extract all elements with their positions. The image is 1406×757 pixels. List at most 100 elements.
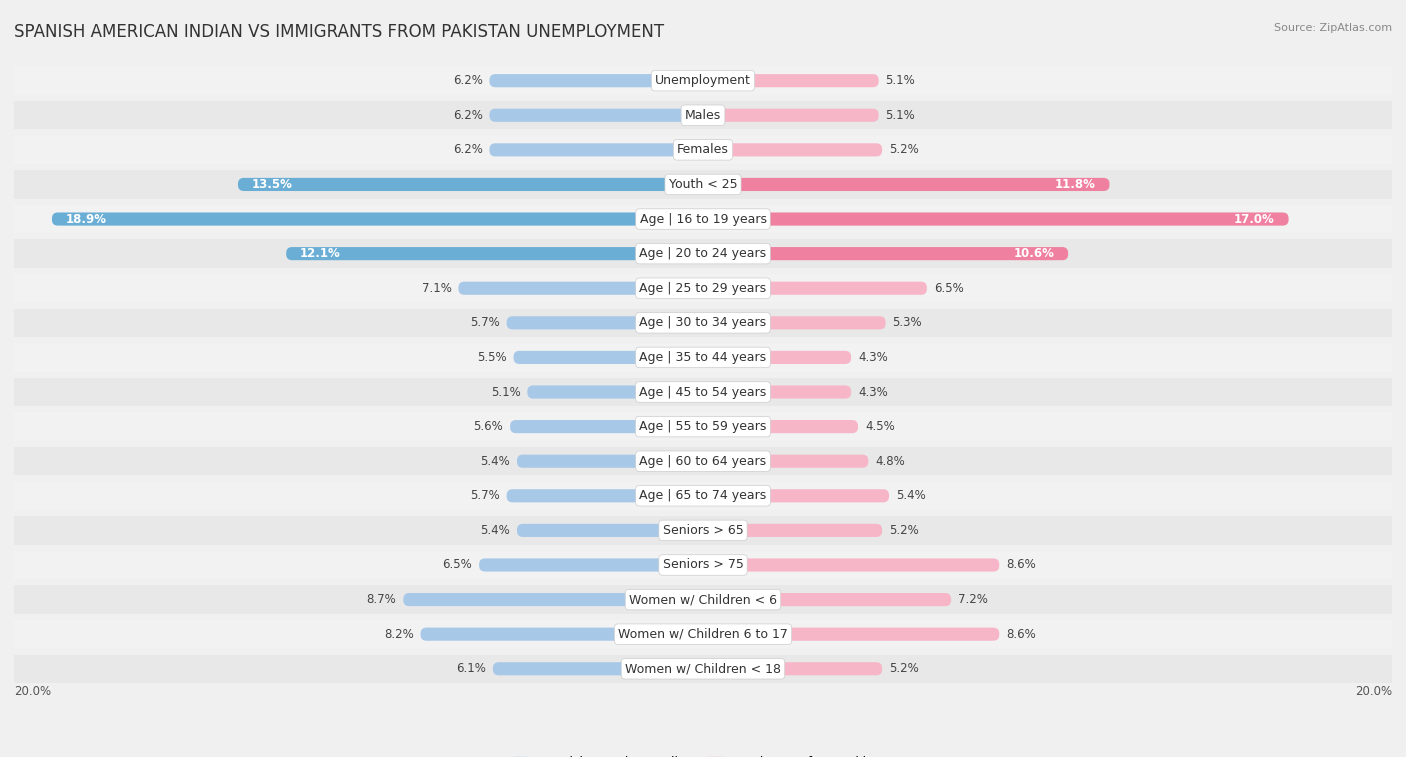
- Text: Unemployment: Unemployment: [655, 74, 751, 87]
- FancyBboxPatch shape: [703, 213, 1289, 226]
- FancyBboxPatch shape: [506, 316, 703, 329]
- Text: 5.2%: 5.2%: [889, 143, 918, 157]
- FancyBboxPatch shape: [703, 420, 858, 433]
- FancyBboxPatch shape: [420, 628, 703, 640]
- Text: Females: Females: [678, 143, 728, 157]
- Text: Age | 20 to 24 years: Age | 20 to 24 years: [640, 247, 766, 260]
- Text: 4.3%: 4.3%: [858, 351, 887, 364]
- FancyBboxPatch shape: [527, 385, 703, 399]
- FancyBboxPatch shape: [479, 559, 703, 572]
- FancyBboxPatch shape: [14, 67, 1392, 95]
- FancyBboxPatch shape: [14, 136, 1392, 164]
- Text: 20.0%: 20.0%: [14, 685, 51, 698]
- Text: Age | 55 to 59 years: Age | 55 to 59 years: [640, 420, 766, 433]
- FancyBboxPatch shape: [14, 481, 1392, 510]
- Text: 8.2%: 8.2%: [384, 628, 413, 640]
- FancyBboxPatch shape: [14, 274, 1392, 302]
- Text: Age | 30 to 34 years: Age | 30 to 34 years: [640, 316, 766, 329]
- FancyBboxPatch shape: [703, 524, 882, 537]
- FancyBboxPatch shape: [14, 205, 1392, 233]
- Text: 13.5%: 13.5%: [252, 178, 292, 191]
- Text: 6.1%: 6.1%: [456, 662, 486, 675]
- FancyBboxPatch shape: [703, 628, 1000, 640]
- Text: 6.2%: 6.2%: [453, 143, 482, 157]
- Text: Age | 25 to 29 years: Age | 25 to 29 years: [640, 282, 766, 294]
- Text: Women w/ Children < 18: Women w/ Children < 18: [626, 662, 780, 675]
- Text: 10.6%: 10.6%: [1014, 247, 1054, 260]
- Text: 5.2%: 5.2%: [889, 524, 918, 537]
- Text: 8.6%: 8.6%: [1007, 559, 1036, 572]
- Text: Age | 65 to 74 years: Age | 65 to 74 years: [640, 489, 766, 503]
- Text: 4.3%: 4.3%: [858, 385, 887, 398]
- FancyBboxPatch shape: [703, 662, 882, 675]
- Legend: Spanish American Indian, Immigrants from Pakistan: Spanish American Indian, Immigrants from…: [509, 751, 897, 757]
- Text: 5.1%: 5.1%: [886, 109, 915, 122]
- Text: 11.8%: 11.8%: [1054, 178, 1095, 191]
- Text: Source: ZipAtlas.com: Source: ZipAtlas.com: [1274, 23, 1392, 33]
- FancyBboxPatch shape: [458, 282, 703, 294]
- Text: 5.1%: 5.1%: [491, 385, 520, 398]
- Text: SPANISH AMERICAN INDIAN VS IMMIGRANTS FROM PAKISTAN UNEMPLOYMENT: SPANISH AMERICAN INDIAN VS IMMIGRANTS FR…: [14, 23, 664, 41]
- Text: 5.6%: 5.6%: [474, 420, 503, 433]
- FancyBboxPatch shape: [238, 178, 703, 191]
- Text: 5.7%: 5.7%: [470, 489, 499, 503]
- FancyBboxPatch shape: [703, 282, 927, 294]
- Text: 12.1%: 12.1%: [299, 247, 340, 260]
- Text: 5.1%: 5.1%: [886, 74, 915, 87]
- FancyBboxPatch shape: [703, 109, 879, 122]
- Text: Women w/ Children 6 to 17: Women w/ Children 6 to 17: [619, 628, 787, 640]
- FancyBboxPatch shape: [14, 239, 1392, 268]
- Text: 7.1%: 7.1%: [422, 282, 451, 294]
- Text: Males: Males: [685, 109, 721, 122]
- Text: 8.6%: 8.6%: [1007, 628, 1036, 640]
- FancyBboxPatch shape: [14, 620, 1392, 648]
- FancyBboxPatch shape: [52, 213, 703, 226]
- FancyBboxPatch shape: [703, 74, 879, 87]
- Text: 17.0%: 17.0%: [1234, 213, 1275, 226]
- FancyBboxPatch shape: [703, 559, 1000, 572]
- FancyBboxPatch shape: [14, 655, 1392, 683]
- Text: Age | 45 to 54 years: Age | 45 to 54 years: [640, 385, 766, 398]
- Text: Age | 60 to 64 years: Age | 60 to 64 years: [640, 455, 766, 468]
- Text: Seniors > 75: Seniors > 75: [662, 559, 744, 572]
- Text: 5.2%: 5.2%: [889, 662, 918, 675]
- FancyBboxPatch shape: [517, 455, 703, 468]
- FancyBboxPatch shape: [489, 143, 703, 157]
- FancyBboxPatch shape: [14, 413, 1392, 441]
- Text: 6.5%: 6.5%: [443, 559, 472, 572]
- FancyBboxPatch shape: [506, 489, 703, 503]
- Text: Age | 35 to 44 years: Age | 35 to 44 years: [640, 351, 766, 364]
- FancyBboxPatch shape: [703, 385, 851, 399]
- FancyBboxPatch shape: [14, 516, 1392, 544]
- Text: Youth < 25: Youth < 25: [669, 178, 737, 191]
- Text: 5.4%: 5.4%: [481, 455, 510, 468]
- FancyBboxPatch shape: [517, 524, 703, 537]
- FancyBboxPatch shape: [14, 585, 1392, 614]
- Text: 7.2%: 7.2%: [957, 593, 988, 606]
- Text: Women w/ Children < 6: Women w/ Children < 6: [628, 593, 778, 606]
- FancyBboxPatch shape: [703, 247, 1069, 260]
- FancyBboxPatch shape: [489, 109, 703, 122]
- FancyBboxPatch shape: [14, 447, 1392, 475]
- FancyBboxPatch shape: [703, 489, 889, 503]
- Text: 8.7%: 8.7%: [367, 593, 396, 606]
- FancyBboxPatch shape: [14, 170, 1392, 198]
- FancyBboxPatch shape: [703, 350, 851, 364]
- Text: 5.4%: 5.4%: [481, 524, 510, 537]
- Text: Age | 16 to 19 years: Age | 16 to 19 years: [640, 213, 766, 226]
- Text: 6.2%: 6.2%: [453, 109, 482, 122]
- FancyBboxPatch shape: [703, 143, 882, 157]
- Text: 5.4%: 5.4%: [896, 489, 925, 503]
- Text: Seniors > 65: Seniors > 65: [662, 524, 744, 537]
- FancyBboxPatch shape: [14, 378, 1392, 407]
- FancyBboxPatch shape: [703, 455, 869, 468]
- Text: 4.8%: 4.8%: [875, 455, 905, 468]
- Text: 4.5%: 4.5%: [865, 420, 894, 433]
- FancyBboxPatch shape: [703, 178, 1109, 191]
- FancyBboxPatch shape: [489, 74, 703, 87]
- Text: 5.7%: 5.7%: [470, 316, 499, 329]
- Text: 6.5%: 6.5%: [934, 282, 963, 294]
- FancyBboxPatch shape: [703, 593, 950, 606]
- Text: 5.5%: 5.5%: [477, 351, 506, 364]
- FancyBboxPatch shape: [513, 350, 703, 364]
